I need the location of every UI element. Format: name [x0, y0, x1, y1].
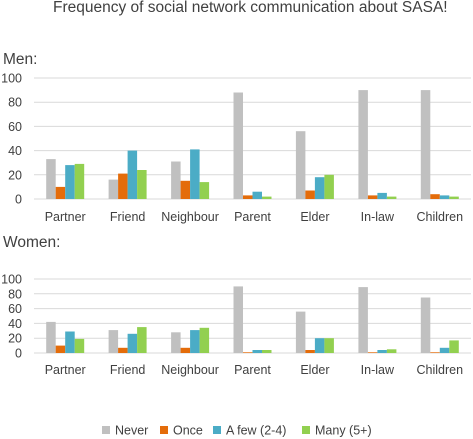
bar-a-few-2-4-neighbour — [190, 330, 200, 353]
bar-a-few-2-4-in-law — [377, 350, 387, 353]
bar-a-few-2-4-children — [439, 347, 450, 353]
bar-a-few-2-4-elder — [314, 177, 325, 199]
bar-a-few-2-4-in-law — [377, 192, 387, 199]
y-tick-label: 80 — [8, 287, 22, 301]
y-tick-label: 100 — [1, 72, 22, 86]
legend-swatch — [160, 426, 168, 434]
x-category-label: In-law — [361, 210, 395, 224]
bar-a-few-2-4-parent — [252, 350, 262, 353]
x-category-label: Children — [417, 210, 464, 224]
legend-swatch — [213, 426, 221, 434]
legend-swatch — [302, 426, 310, 434]
bar-once-neighbour — [180, 347, 191, 353]
bar-a-few-2-4-neighbour — [190, 149, 200, 199]
bar-a-few-2-4-elder — [314, 338, 325, 353]
panel-label: Men: — [3, 51, 37, 68]
bar-never-partner — [46, 321, 56, 353]
y-tick-label: 80 — [8, 96, 22, 110]
x-category-label: Partner — [45, 363, 86, 377]
bar-many-5-parent — [262, 350, 272, 353]
bar-a-few-2-4-partner — [65, 331, 75, 353]
bar-many-5-neighbour — [199, 327, 210, 353]
bar-many-5-partner — [74, 163, 85, 199]
y-tick-label: 0 — [15, 193, 22, 207]
bar-never-elder — [295, 311, 306, 353]
bar-never-elder — [295, 131, 306, 199]
bar-many-5-in-law — [386, 196, 397, 199]
y-tick-label: 60 — [8, 302, 22, 316]
bar-never-friend — [108, 179, 119, 199]
x-category-label: Elder — [300, 363, 329, 377]
x-category-label: In-law — [361, 363, 395, 377]
bar-a-few-2-4-friend — [127, 333, 138, 353]
bar-never-parent — [233, 92, 243, 199]
y-tick-label: 100 — [1, 273, 22, 287]
bar-a-few-2-4-children — [439, 195, 450, 199]
bar-never-parent — [233, 286, 243, 353]
bar-once-partner — [55, 186, 66, 199]
bar-once-children — [430, 352, 440, 353]
y-tick-label: 40 — [8, 144, 22, 158]
y-tick-label: 20 — [8, 332, 22, 346]
bar-many-5-children — [449, 196, 459, 199]
legend-label: Once — [173, 424, 203, 438]
bar-many-5-elder — [324, 174, 334, 199]
bar-many-5-partner — [74, 338, 85, 353]
bar-never-friend — [108, 330, 119, 353]
bar-many-5-friend — [137, 170, 147, 199]
bar-never-children — [420, 90, 431, 199]
bar-never-neighbour — [171, 332, 181, 353]
chart-title: Frequency of social network communicatio… — [53, 0, 448, 16]
legend-label: Never — [115, 424, 148, 438]
bar-once-parent — [243, 352, 253, 353]
bar-many-5-children — [449, 340, 459, 353]
bar-never-neighbour — [171, 161, 181, 199]
panel-label: Women: — [3, 234, 60, 251]
bar-once-in-law — [367, 195, 378, 199]
x-category-label: Friend — [110, 363, 145, 377]
y-tick-label: 40 — [8, 317, 22, 331]
bar-many-5-elder — [324, 338, 334, 353]
bar-many-5-friend — [137, 327, 147, 353]
x-category-label: Neighbour — [161, 210, 219, 224]
bar-many-5-in-law — [386, 349, 397, 353]
bar-once-parent — [243, 195, 253, 199]
bar-once-elder — [305, 190, 315, 199]
legend-label: A few (2-4) — [226, 424, 286, 438]
bar-never-partner — [46, 159, 56, 199]
x-category-label: Parent — [234, 363, 271, 377]
bar-never-children — [420, 297, 431, 353]
x-category-label: Partner — [45, 210, 86, 224]
bar-once-partner — [55, 345, 66, 353]
bar-never-in-law — [358, 287, 368, 353]
bar-once-elder — [305, 350, 315, 353]
bar-many-5-parent — [262, 196, 272, 199]
x-category-label: Friend — [110, 210, 145, 224]
bar-once-friend — [118, 173, 128, 199]
legend-label: Many (5+) — [315, 424, 372, 438]
bar-once-neighbour — [180, 180, 191, 199]
bar-once-in-law — [367, 352, 378, 353]
bar-once-children — [430, 194, 440, 199]
y-tick-label: 60 — [8, 120, 22, 134]
bar-a-few-2-4-partner — [65, 165, 75, 199]
y-tick-label: 20 — [8, 168, 22, 182]
bar-never-in-law — [358, 90, 368, 199]
y-tick-label: 0 — [15, 347, 22, 361]
x-category-label: Neighbour — [161, 363, 219, 377]
bar-many-5-neighbour — [199, 182, 210, 199]
x-category-label: Elder — [300, 210, 329, 224]
x-category-label: Parent — [234, 210, 271, 224]
bar-once-friend — [118, 347, 128, 353]
bar-a-few-2-4-parent — [252, 191, 262, 199]
x-category-label: Children — [417, 363, 464, 377]
legend-swatch — [102, 426, 110, 434]
bar-a-few-2-4-friend — [127, 150, 138, 199]
